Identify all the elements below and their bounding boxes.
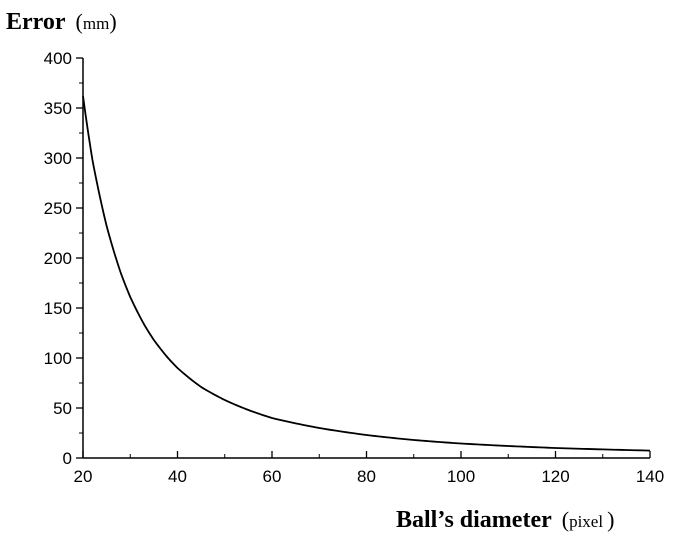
series-line: [82, 95, 651, 452]
plot-area: 0 50 100 150 200 250 300 350 400 20 40 60 80 100 120 1…: [44, 49, 665, 486]
y-tick-label: 100: [44, 349, 72, 368]
y-tick-label: 200: [44, 249, 72, 268]
x-tick-label: 100: [447, 467, 475, 486]
y-tick-label: 0: [63, 449, 72, 468]
x-tick-label: 140: [636, 467, 664, 486]
x-axis-title: Ball’s diameter (pixel): [396, 507, 614, 533]
x-tick-label: 40: [168, 467, 187, 486]
y-tick-label: 400: [44, 49, 72, 68]
y-tick-label: 250: [44, 199, 72, 218]
y-axis-title-main: Error: [6, 9, 66, 35]
x-tick-label: 60: [263, 467, 282, 486]
x-axis-title-main: Ball’s diameter: [396, 507, 552, 533]
y-axis-title: Error (mm): [6, 9, 117, 35]
y-axis-unit: mm: [83, 14, 109, 33]
y-tick-label: 50: [53, 399, 72, 418]
x-tick-label: 80: [357, 467, 376, 486]
y-tick-label: 350: [44, 99, 72, 118]
y-tick-label: 300: [44, 149, 72, 168]
y-tick-label: 150: [44, 299, 72, 318]
x-tick-label: 120: [541, 467, 569, 486]
y-axis-ticks: 0 50 100 150 200 250 300 350 400: [44, 49, 83, 468]
x-axis-unit: pixel: [569, 512, 603, 531]
x-tick-label: 20: [74, 467, 93, 486]
x-axis-ticks: 20 40 60 80 100 120 140: [74, 451, 664, 486]
